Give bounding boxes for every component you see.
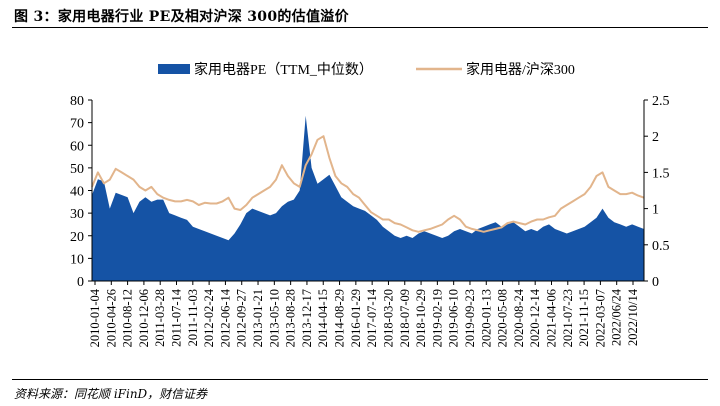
figure-title: 图 3：家用电器行业 PE及相对沪深 300的估值溢价 [14,9,349,25]
x-tick-label: 2020-08-24 [512,288,526,347]
x-tick-label: 2013-01-21 [251,289,265,347]
x-tick-label: 2022/06/24 [610,288,624,346]
left-tick-label: 60 [70,139,84,154]
title-rule [12,27,708,28]
x-tick-label: 2022/10/14 [626,288,640,346]
x-tick-label: 2011-11-03 [186,289,200,346]
x-tick-label: 2010-04-26 [104,289,118,347]
left-tick-label: 50 [70,162,84,177]
x-tick-label: 2011-03-28 [153,289,167,347]
x-tick-label: 2021-11-15 [577,289,591,347]
x-tick-label: 2010-12-06 [137,289,151,347]
x-tick-label: 2022-03-07 [593,289,607,347]
x-tick-label: 2020-12-14 [528,288,542,347]
left-tick-label: 40 [70,185,84,200]
x-tick-label: 2012-02-24 [202,288,216,347]
x-tick-label: 2011-07-14 [170,288,184,347]
x-tick-label: 2017-07-14 [365,288,379,347]
legend-swatch-pe [158,64,190,74]
x-tick-label: 2019-09-23 [463,289,477,347]
x-tick-label: 2019-02-19 [430,289,444,347]
legend-label-ratio: 家用电器/沪深300 [466,61,575,78]
x-tick-label: 2014-04-15 [316,289,330,347]
left-tick-label: 20 [70,230,84,245]
series-line-ratio [91,135,645,233]
x-tick-label: 2021-04-06 [545,289,559,347]
right-tick-label: 1.5 [652,166,670,181]
right-tick-label: 2.5 [652,94,670,109]
x-tick-label: 2012-09-27 [235,289,249,347]
x-tick-label: 2018-07-09 [398,289,412,347]
x-tick-label: 2020-05-08 [496,289,510,347]
left-tick-label: 0 [77,275,84,290]
source-note: 资料来源：同花顺 iFinD，财信证券 [14,387,208,401]
series-area-pe [92,115,644,281]
right-tick-label: 0.5 [652,239,670,254]
x-tick-label: 2018-03-20 [382,289,396,347]
x-tick-label: 2018-10-29 [414,289,428,347]
x-tick-label: 2014-08-29 [333,289,347,347]
x-tick-label: 2020-01-13 [479,289,493,347]
right-tick-label: 2 [652,130,659,145]
legend-label-pe: 家用电器PE（TTM_中位数） [194,61,373,78]
x-tick-label: 2012-06-14 [218,288,232,347]
x-tick-label: 2016-01-29 [349,289,363,347]
plot-area [91,115,645,281]
x-tick-label: 2019-06-10 [447,289,461,347]
left-tick-label: 70 [70,117,84,132]
source-rule [12,379,708,380]
chart-legend: 家用电器PE（TTM_中位数） 家用电器/沪深300 [158,61,575,78]
x-tick-label: 2010-01-04 [88,288,102,347]
right-tick-label: 0 [652,275,659,290]
left-tick-label: 10 [70,252,84,267]
x-tick-label: 2013-12-17 [300,289,314,347]
right-tick-label: 1 [652,203,659,218]
left-tick-label: 30 [70,207,84,222]
x-tick-label: 2013-05-10 [267,289,281,347]
x-tick-label: 2021-07-23 [561,289,575,347]
x-tick-label: 2013-08-28 [284,289,298,347]
x-tick-label: 2010-08-12 [121,289,135,347]
left-tick-label: 80 [70,94,84,109]
